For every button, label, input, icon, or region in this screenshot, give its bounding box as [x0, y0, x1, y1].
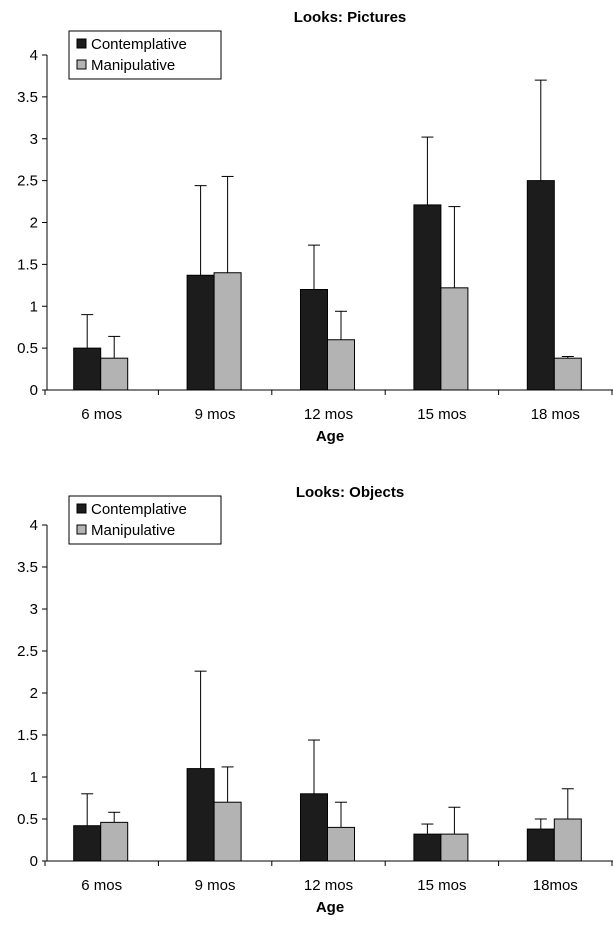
- legend-swatch: [76, 38, 87, 49]
- y-tick-label: 2.5: [17, 643, 38, 660]
- chart-2: Looks: Objects 0 0.5 1 1.5 2 2.5 3 3.5 4 6 mos 9 mo…: [17, 484, 613, 916]
- bar-contemplative: [186, 768, 215, 862]
- bar-manipulative: [100, 357, 129, 391]
- x-tick-label: 6 mos: [81, 406, 122, 423]
- bar-contemplative: [300, 793, 328, 862]
- y-tick-label: 3.5: [17, 89, 38, 106]
- bar-manipulative: [440, 833, 469, 862]
- bar-contemplative: [413, 833, 442, 862]
- bar-contemplative: [300, 289, 328, 391]
- y-tick-label: 2: [30, 215, 38, 232]
- y-tick-label: 2: [30, 685, 38, 702]
- bar-manipulative: [327, 826, 355, 862]
- x-tick-label: 12 mos: [304, 406, 353, 423]
- y-tick-label: 0: [30, 853, 38, 870]
- legend: Contemplative Manipulative: [68, 30, 222, 80]
- bar-manipulative: [100, 821, 129, 862]
- legend-entry: Contemplative: [91, 501, 187, 518]
- legend-entry: Manipulative: [91, 57, 175, 74]
- legend-entry: Manipulative: [91, 522, 175, 539]
- legend-box: [68, 495, 222, 545]
- y-tick-label: 1.5: [17, 256, 38, 273]
- x-tick-label: 6 mos: [81, 877, 122, 894]
- bar-contemplative: [526, 828, 555, 862]
- y-tick-label: 4: [30, 47, 38, 64]
- y-tick-label: 1.5: [17, 727, 38, 744]
- x-tick-label: 18 mos: [531, 406, 580, 423]
- x-tick-label: 9 mos: [195, 406, 236, 423]
- bar-manipulative: [213, 272, 242, 391]
- legend-swatch: [76, 524, 87, 535]
- legend: Contemplative Manipulative: [68, 495, 222, 545]
- y-tick-label: 4: [30, 517, 38, 534]
- bar-manipulative: [553, 357, 582, 391]
- legend-swatch: [76, 59, 87, 70]
- y-tick-label: 1: [30, 769, 38, 786]
- y-tick-label: 3: [30, 601, 38, 618]
- bar-contemplative: [413, 204, 442, 391]
- chart-title: Looks: Objects: [296, 484, 404, 501]
- bar-contemplative: [186, 274, 215, 391]
- x-tick-label: 15 mos: [417, 877, 466, 894]
- y-tick-label: 1: [30, 298, 38, 315]
- chart-1: Looks: Pictures 0 0.5 1 1.5 2 2.5 3 3.5 4 6 mos 9 m…: [17, 9, 613, 445]
- y-tick-label: 0: [30, 382, 38, 399]
- x-tick-label: 15 mos: [417, 406, 466, 423]
- x-tick-label: 9 mos: [195, 877, 236, 894]
- y-tick-label: 3: [30, 131, 38, 148]
- y-tick-label: 0.5: [17, 811, 38, 828]
- legend-box: [68, 30, 222, 80]
- bar-manipulative: [440, 287, 469, 391]
- legend-swatch: [76, 503, 87, 514]
- x-axis-title: Age: [316, 428, 344, 445]
- y-tick-label: 3.5: [17, 559, 38, 576]
- bar-manipulative: [553, 818, 582, 862]
- bar-manipulative: [327, 339, 355, 391]
- bar-contemplative: [73, 347, 102, 391]
- legend-entry: Contemplative: [91, 36, 187, 53]
- chart-title: Looks: Pictures: [294, 9, 407, 26]
- bar-manipulative: [213, 801, 242, 862]
- x-axis-title: Age: [316, 899, 344, 916]
- x-tick-label: 12 mos: [304, 877, 353, 894]
- bar-contemplative: [526, 180, 555, 391]
- y-tick-label: 0.5: [17, 340, 38, 357]
- bar-contemplative: [73, 825, 102, 862]
- y-tick-label: 2.5: [17, 173, 38, 190]
- x-tick-label: 18mos: [533, 877, 578, 894]
